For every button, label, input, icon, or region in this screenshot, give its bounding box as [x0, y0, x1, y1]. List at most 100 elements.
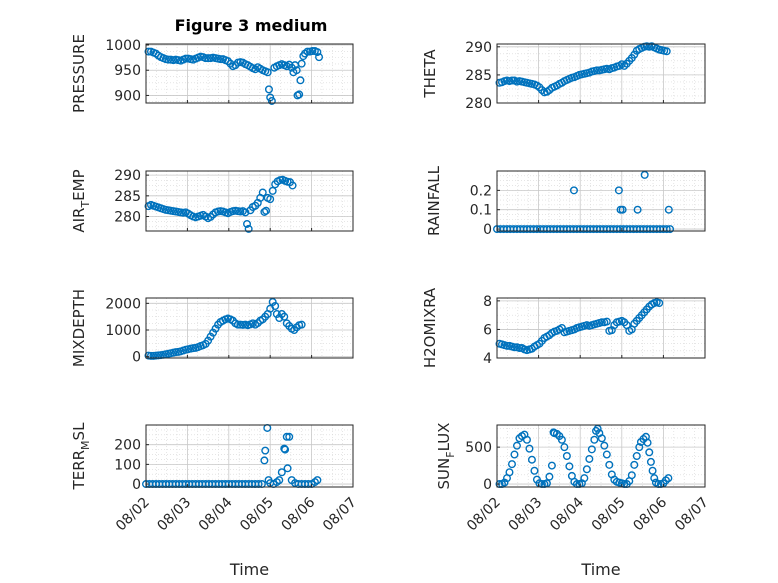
x-tick-label: 08/02 [464, 495, 504, 535]
data-point [244, 224, 253, 233]
data-point [505, 468, 514, 477]
y-tick-label: 900 [114, 88, 141, 104]
figure-title: Figure 3 medium [175, 16, 328, 35]
data-point [515, 344, 524, 353]
y-tick-label: 950 [114, 63, 141, 79]
data-point [204, 336, 213, 345]
data-point [590, 435, 599, 444]
data-point [560, 443, 569, 452]
data-point [211, 324, 220, 333]
data-point [280, 444, 289, 453]
data-point [260, 456, 269, 465]
y-tick-label: 8 [483, 294, 492, 310]
y-tick-label: 290 [114, 168, 141, 184]
axes-box [496, 424, 706, 488]
y-tick-label: 0 [483, 222, 492, 238]
data-point [313, 476, 322, 485]
x-tick-label: 08/06 [279, 494, 319, 534]
data-point [268, 298, 277, 307]
data-point [243, 219, 252, 228]
y-tick-label: 4 [483, 351, 492, 367]
data-point [281, 445, 290, 454]
axes-box [496, 170, 706, 232]
data-point [635, 443, 644, 452]
data-point [597, 434, 606, 443]
y-tick-label: 280 [114, 210, 141, 226]
data-point [241, 208, 250, 217]
data-point [530, 466, 539, 475]
data-point [662, 47, 671, 56]
x-tick-label: 08/02 [113, 495, 153, 535]
data-point [233, 320, 242, 329]
data-point [614, 186, 623, 195]
data-point [267, 96, 276, 105]
data-point [206, 332, 215, 341]
data-series [495, 42, 671, 97]
data-point [600, 441, 609, 450]
y-axis-label: MIXDEPTH [70, 289, 88, 367]
data-point [633, 205, 642, 214]
data-point [580, 474, 589, 483]
data-point [655, 299, 664, 308]
axes-box [496, 43, 706, 104]
axes-box [145, 424, 354, 488]
data-point [502, 341, 511, 350]
y-tick-label: 285 [114, 189, 141, 205]
subplot-theta: 280 285 290 THETA [421, 40, 706, 112]
data-point [223, 57, 232, 66]
data-series [144, 47, 324, 105]
data-point [602, 450, 611, 459]
y-tick-label: 6 [483, 322, 492, 338]
y-tick-label: 100 [114, 457, 141, 473]
data-point [545, 472, 554, 481]
y-tick-label: 0.1 [470, 203, 492, 219]
data-point [645, 448, 654, 457]
y-tick-label: 0 [132, 477, 141, 493]
data-point [266, 195, 275, 204]
data-series [144, 298, 306, 360]
data-point [569, 186, 578, 195]
y-axis-label: PRESSURE [70, 34, 88, 113]
x-tick-label: 08/06 [630, 494, 670, 534]
x-tick-label: 08/03 [506, 495, 546, 535]
data-point [263, 68, 272, 77]
data-point [144, 47, 153, 56]
data-point [592, 66, 601, 75]
data-point [664, 474, 673, 483]
data-point [262, 206, 271, 215]
axes-box [496, 297, 706, 359]
data-point [275, 476, 284, 485]
data-point [164, 55, 173, 64]
data-point [618, 205, 627, 214]
data-point [204, 54, 213, 63]
data-point [268, 186, 277, 195]
y-tick-label: 0 [483, 477, 492, 493]
data-point [313, 48, 322, 57]
data-point [525, 444, 534, 453]
x-tick-label: 08/05 [589, 495, 629, 535]
y-tick-label: 200 [114, 438, 141, 454]
x-tick-label: 08/05 [237, 495, 277, 535]
data-series [144, 175, 297, 233]
data-point [315, 53, 324, 62]
data-point [201, 54, 210, 63]
data-point [209, 328, 218, 337]
data-point [264, 85, 273, 94]
data-point [597, 318, 606, 327]
data-point [282, 432, 291, 441]
data-point [226, 59, 235, 68]
data-point [630, 460, 639, 469]
subplot-rainfall: 0 0.1 0.2 RAINFALL [425, 165, 706, 238]
data-point [562, 452, 571, 461]
data-point [181, 54, 190, 63]
data-point [285, 432, 294, 441]
subplot-air_temp: 280 285 290 AIRTEMP [70, 168, 354, 233]
data-point [666, 225, 675, 234]
data-point [280, 312, 289, 321]
axes-box [145, 170, 354, 232]
data-point [260, 207, 269, 216]
data-point [297, 320, 306, 329]
x-tick-label: 08/07 [320, 495, 360, 535]
y-tick-label: 1000 [105, 38, 141, 54]
